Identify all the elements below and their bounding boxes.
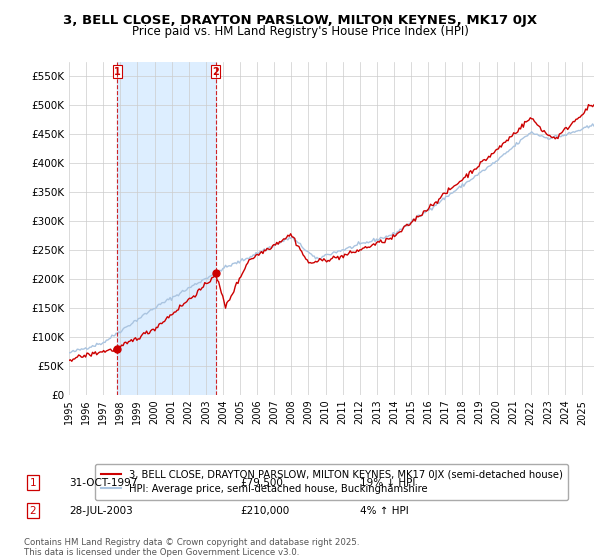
Text: 2: 2 (212, 67, 219, 77)
Text: 2: 2 (29, 506, 37, 516)
Bar (118, 62, 215, 395)
Text: Contains HM Land Registry data © Crown copyright and database right 2025.
This d: Contains HM Land Registry data © Crown c… (24, 538, 359, 557)
Text: 4% ↑ HPI: 4% ↑ HPI (360, 506, 409, 516)
Legend: 3, BELL CLOSE, DRAYTON PARSLOW, MILTON KEYNES, MK17 0JX (semi-detached house), H: 3, BELL CLOSE, DRAYTON PARSLOW, MILTON K… (95, 464, 568, 500)
Text: 1: 1 (114, 67, 121, 77)
Text: 31-OCT-1997: 31-OCT-1997 (69, 478, 137, 488)
Text: 19% ↓ HPI: 19% ↓ HPI (360, 478, 415, 488)
Text: 28-JUL-2003: 28-JUL-2003 (69, 506, 133, 516)
Text: £210,000: £210,000 (240, 506, 289, 516)
Text: Price paid vs. HM Land Registry's House Price Index (HPI): Price paid vs. HM Land Registry's House … (131, 25, 469, 38)
Text: 1: 1 (29, 478, 37, 488)
Text: £79,500: £79,500 (240, 478, 283, 488)
Text: 3, BELL CLOSE, DRAYTON PARSLOW, MILTON KEYNES, MK17 0JX: 3, BELL CLOSE, DRAYTON PARSLOW, MILTON K… (63, 14, 537, 27)
